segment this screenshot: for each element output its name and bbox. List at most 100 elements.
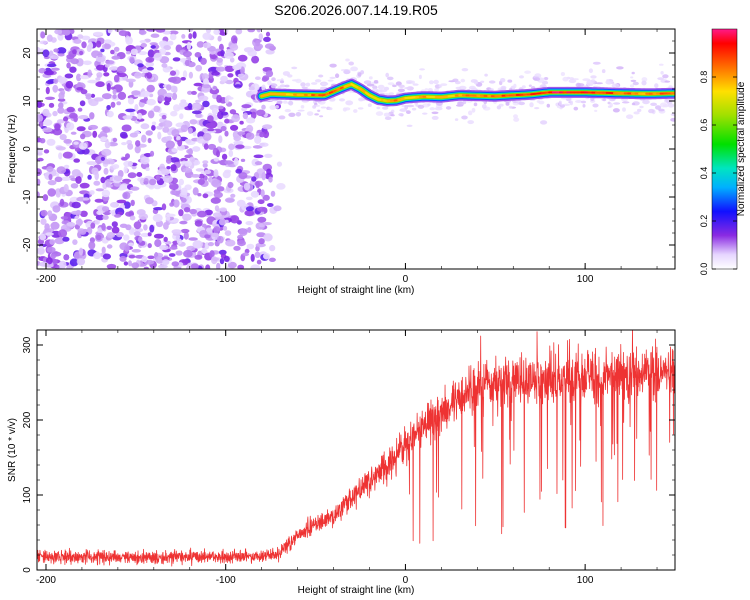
noise-blob <box>145 61 154 67</box>
noise-blob <box>224 160 234 165</box>
ridge-halo <box>662 74 669 79</box>
ridge-halo <box>431 111 439 115</box>
noise-blob <box>213 29 221 35</box>
noise-blob <box>113 52 118 56</box>
noise-blob <box>195 99 201 103</box>
noise-blob <box>52 128 63 136</box>
ridge-halo <box>560 72 566 76</box>
noise-blob <box>176 135 181 141</box>
noise-blob <box>222 170 231 179</box>
noise-blob <box>57 98 66 102</box>
noise-blob <box>205 29 212 34</box>
noise-blob <box>106 263 117 269</box>
noise-blob <box>106 110 114 118</box>
ridge-halo <box>573 106 579 111</box>
noise-blob <box>165 92 173 98</box>
noise-blob <box>198 95 209 102</box>
noise-blob <box>195 113 202 118</box>
noise-blob <box>189 208 198 215</box>
ridge-halo <box>305 82 311 87</box>
noise-blob <box>213 191 223 199</box>
noise-blob <box>110 101 116 108</box>
ridge-halo <box>318 74 324 78</box>
noise-blob <box>47 180 57 186</box>
noise-blob <box>62 236 70 242</box>
noise-blob <box>46 138 56 146</box>
ridge-halo <box>594 109 598 112</box>
noise-blob <box>216 235 224 244</box>
noise-blob <box>202 100 210 108</box>
ridge-halo <box>507 79 513 83</box>
noise-blob <box>161 203 167 211</box>
ridge-halo <box>533 77 541 81</box>
noise-blob <box>217 35 222 42</box>
noise-blob <box>221 153 228 160</box>
noise-blob <box>89 112 95 120</box>
noise-blob <box>71 201 81 209</box>
noise-blob <box>229 43 239 51</box>
ridge-halo <box>339 98 345 102</box>
noise-blob <box>252 145 263 149</box>
noise-blob <box>243 47 254 53</box>
snr-series-line <box>37 330 675 567</box>
noise-blob <box>127 97 135 105</box>
noise-blob <box>171 92 178 101</box>
noise-blob <box>60 176 71 181</box>
noise-blob <box>210 232 220 238</box>
ridge-halo <box>457 101 465 106</box>
noise-blob <box>153 52 163 61</box>
noise-blob <box>63 164 70 169</box>
snr-frame <box>36 329 676 571</box>
noise-blob <box>220 50 225 57</box>
noise-blob <box>213 226 221 234</box>
noise-blob <box>54 237 65 245</box>
noise-blob <box>106 83 111 92</box>
noise-blob <box>162 259 170 266</box>
noise-blob <box>237 54 248 62</box>
noise-blob <box>162 30 172 35</box>
ridge-halo <box>392 84 397 88</box>
noise-blob <box>224 230 232 237</box>
ridge-halo <box>454 118 459 121</box>
noise-blob <box>102 215 109 220</box>
noise-blob <box>128 254 136 259</box>
noise-blob <box>45 96 55 101</box>
ridge-halo <box>641 80 647 86</box>
noise-blob <box>64 73 74 79</box>
ridge-halo <box>328 107 333 111</box>
noise-blob <box>213 157 219 162</box>
ridge-halo <box>297 109 305 112</box>
noise-blob <box>263 36 271 43</box>
ridge-halo <box>654 83 659 89</box>
ridge-halo <box>320 106 327 109</box>
noise-blob <box>211 107 218 115</box>
ridge-halo <box>670 117 675 122</box>
noise-blob <box>233 135 241 142</box>
noise-blob <box>110 49 115 55</box>
ridge-halo <box>660 102 667 108</box>
noise-blob <box>207 242 214 247</box>
noise-blob <box>103 72 110 77</box>
ridge-halo <box>508 105 513 109</box>
ridge-halo <box>630 79 637 83</box>
spectrogram-xtick-label: 0 <box>403 274 409 285</box>
noise-blob <box>79 75 90 80</box>
noise-blob <box>204 169 212 175</box>
noise-blob <box>141 255 148 263</box>
noise-blob <box>146 72 153 79</box>
noise-blob <box>173 104 181 112</box>
spectrogram-ytick-label: -20 <box>22 237 33 252</box>
ridge-halo <box>312 105 317 109</box>
ridge-halo <box>390 114 395 117</box>
colorbar: 0.0 0.2 0.4 0.6 0.8 Normalized spectral ampl… <box>699 28 747 275</box>
ridge-halo <box>605 79 610 84</box>
noise-blob <box>66 106 75 113</box>
noise-blob <box>159 48 167 55</box>
noise-blob <box>111 221 118 228</box>
noise-blob <box>178 209 184 217</box>
snr-ytick-label: 200 <box>22 411 33 428</box>
noise-blob <box>245 196 253 201</box>
noise-blob <box>52 205 61 213</box>
ridge-halo <box>317 109 321 113</box>
noise-blob <box>77 34 84 39</box>
